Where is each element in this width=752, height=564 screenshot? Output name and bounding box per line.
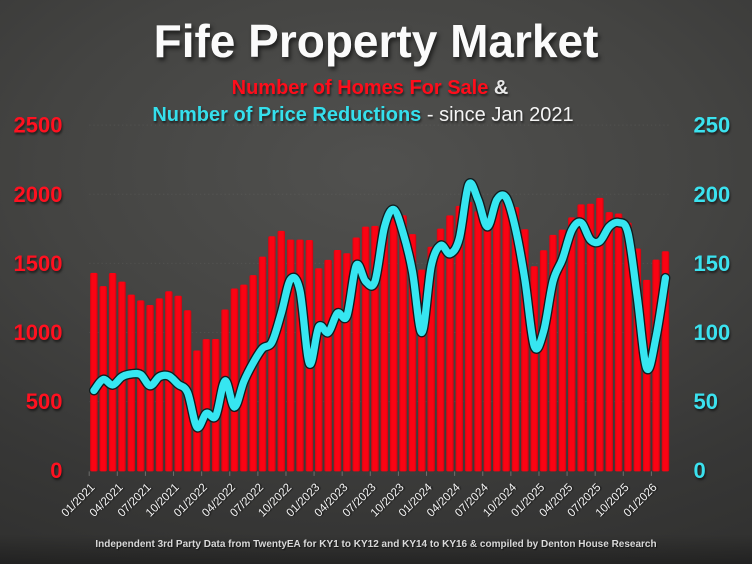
svg-text:0: 0 [50,458,62,483]
svg-text:1500: 1500 [14,251,63,276]
svg-text:150: 150 [694,251,731,276]
svg-text:1000: 1000 [14,320,63,345]
svg-text:0: 0 [694,458,706,483]
svg-text:500: 500 [26,389,63,414]
svg-text:200: 200 [694,182,731,207]
svg-text:100: 100 [694,320,731,345]
svg-text:2000: 2000 [14,182,63,207]
svg-text:250: 250 [694,113,731,138]
svg-text:50: 50 [694,389,718,414]
svg-text:2500: 2500 [14,113,63,138]
